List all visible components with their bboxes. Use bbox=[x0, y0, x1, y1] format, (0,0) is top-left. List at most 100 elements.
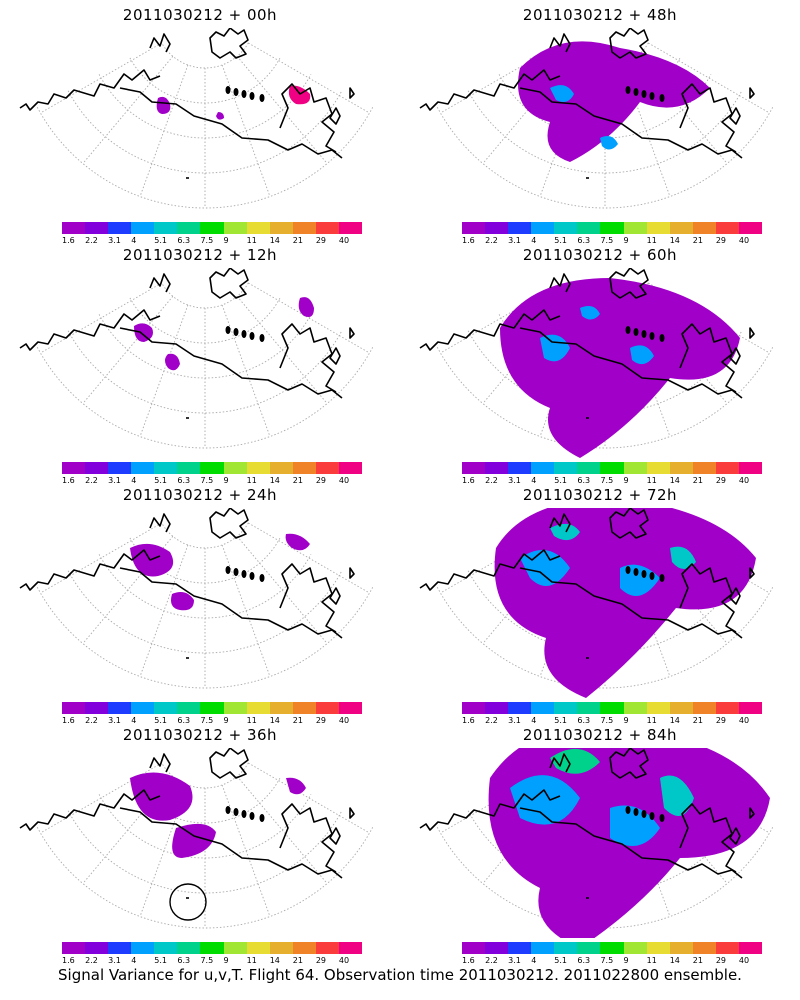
colorbar-swatch bbox=[177, 942, 201, 954]
colorbar-tick-label: 1.6 bbox=[462, 236, 475, 245]
colorbar-swatch bbox=[85, 462, 109, 474]
graticule bbox=[36, 281, 374, 449]
colorbar-tick-label: 40 bbox=[338, 236, 350, 245]
colorbar-swatch bbox=[715, 462, 739, 474]
panel-title: 2011030212 + 36h bbox=[122, 726, 278, 744]
colorbar-swatch bbox=[315, 462, 339, 474]
colorbar-swatch bbox=[669, 222, 693, 234]
colorbar-tick-label: 11 bbox=[246, 236, 257, 245]
colorbar-tick-label: 4 bbox=[531, 716, 537, 725]
coastlines bbox=[419, 28, 755, 179]
colorbar-tick-label: 6.3 bbox=[577, 236, 591, 245]
colorbar-swatch bbox=[154, 942, 178, 954]
colorbar-tick-label: 3.1 bbox=[108, 236, 121, 245]
panel-title: 2011030212 + 72h bbox=[522, 486, 678, 504]
colorbar-tick-label: 14 bbox=[669, 476, 680, 485]
colorbar-tick-label: 9 bbox=[623, 476, 629, 485]
colorbar-swatch bbox=[692, 462, 716, 474]
colorbar-tick-label: 5.1 bbox=[554, 236, 568, 245]
colorbar-swatch bbox=[738, 942, 763, 954]
colorbar-tick-label: 2.2 bbox=[85, 956, 98, 965]
colorbar-swatch bbox=[177, 222, 201, 234]
colorbar-swatch bbox=[200, 702, 224, 714]
colorbar-tick-label: 7.5 bbox=[600, 956, 614, 965]
colorbar-tick-label: 40 bbox=[338, 956, 350, 965]
colorbar-swatch bbox=[85, 702, 109, 714]
colorbar-swatch bbox=[246, 462, 270, 474]
graticule bbox=[36, 521, 374, 689]
colorbar-tick-label: 40 bbox=[738, 236, 750, 245]
colorbar-tick-label: 7.5 bbox=[200, 236, 214, 245]
colorbar-tick-label: 7.5 bbox=[600, 236, 614, 245]
colorbar-tick-label: 29 bbox=[315, 716, 327, 725]
colorbar-tick-label: 40 bbox=[338, 716, 350, 725]
colorbar-tick-label: 3.1 bbox=[508, 716, 521, 725]
colorbar-swatch bbox=[554, 702, 578, 714]
colorbar-swatch bbox=[131, 462, 155, 474]
colorbar-tick-label: 6.3 bbox=[177, 956, 191, 965]
colorbar bbox=[462, 222, 763, 234]
colorbar-swatch bbox=[154, 462, 178, 474]
signal-variance-contours bbox=[130, 772, 306, 858]
colorbar-tick-label: 29 bbox=[715, 956, 727, 965]
map-panel: 2011030212 + 24h 1.6 2.2 3.1 4 5.1 6.3 7.5 9 11 14… bbox=[0, 480, 400, 730]
colorbar-swatch bbox=[62, 462, 86, 474]
colorbar-tick-label: 9 bbox=[223, 956, 229, 965]
colorbar-swatch bbox=[692, 702, 716, 714]
colorbar-tick-label: 7.5 bbox=[200, 956, 214, 965]
colorbar-tick-label: 40 bbox=[738, 956, 750, 965]
colorbar-tick-label: 4 bbox=[531, 236, 537, 245]
colorbar-labels: 1.6 2.2 3.1 4 5.1 6.3 7.5 9 11 14 21 29 40 bbox=[462, 476, 762, 486]
colorbar-swatch bbox=[108, 942, 132, 954]
map-panel: 2011030212 + 84h 1.6 2.2 3.1 4 5.1 6.3 7.5 9 11 14… bbox=[400, 720, 800, 970]
colorbar-swatch bbox=[738, 462, 763, 474]
colorbar-swatch bbox=[108, 462, 132, 474]
colorbar-tick-label: 11 bbox=[246, 956, 257, 965]
colorbar-tick-label: 29 bbox=[315, 476, 327, 485]
signal-variance-contours bbox=[518, 41, 710, 163]
colorbar-tick-label: 6.3 bbox=[577, 476, 591, 485]
colorbar-tick-label: 21 bbox=[292, 716, 303, 725]
colorbar-swatch bbox=[200, 222, 224, 234]
signal-variance-contours bbox=[488, 748, 770, 938]
colorbar-tick-label: 3.1 bbox=[108, 716, 121, 725]
colorbar-swatch bbox=[508, 702, 532, 714]
colorbar-tick-label: 4 bbox=[531, 956, 537, 965]
graticule bbox=[36, 41, 374, 209]
colorbar-tick-label: 3.1 bbox=[108, 476, 121, 485]
colorbar-tick-label: 1.6 bbox=[462, 476, 475, 485]
colorbar-tick-label: 29 bbox=[715, 716, 727, 725]
polar-map bbox=[19, 268, 374, 449]
panel-title: 2011030212 + 24h bbox=[122, 486, 278, 504]
colorbar-tick-label: 2.2 bbox=[85, 476, 98, 485]
colorbar-tick-label: 1.6 bbox=[62, 236, 75, 245]
colorbar-swatch bbox=[669, 702, 693, 714]
colorbar-tick-label: 14 bbox=[269, 716, 280, 725]
colorbar-swatch bbox=[223, 222, 247, 234]
colorbar-labels: 1.6 2.2 3.1 4 5.1 6.3 7.5 9 11 14 21 29 40 bbox=[62, 476, 362, 486]
colorbar-swatch bbox=[669, 462, 693, 474]
map-panel: 2011030212 + 60h 1.6 2.2 3.1 4 5.1 6.3 7.5 9 11 14… bbox=[400, 240, 800, 490]
colorbar-swatch bbox=[531, 462, 555, 474]
colorbar-swatch bbox=[154, 222, 178, 234]
colorbar-swatch bbox=[531, 222, 555, 234]
colorbar-tick-label: 11 bbox=[646, 956, 657, 965]
colorbar-swatch bbox=[269, 222, 293, 234]
coastlines bbox=[419, 508, 755, 659]
colorbar-tick-label: 2.2 bbox=[85, 236, 98, 245]
colorbar-tick-label: 6.3 bbox=[177, 236, 191, 245]
colorbar-tick-label: 5.1 bbox=[154, 236, 168, 245]
colorbar-tick-label: 21 bbox=[692, 476, 703, 485]
colorbar-swatch bbox=[200, 942, 224, 954]
colorbar-tick-label: 3.1 bbox=[108, 956, 121, 965]
polar-map bbox=[19, 28, 374, 209]
colorbar-tick-label: 9 bbox=[223, 236, 229, 245]
polar-map bbox=[419, 508, 774, 698]
colorbar-swatch bbox=[292, 702, 316, 714]
colorbar-tick-label: 29 bbox=[315, 956, 327, 965]
polar-map bbox=[419, 748, 774, 938]
colorbar-tick-label: 2.2 bbox=[85, 716, 98, 725]
colorbar-tick-label: 5.1 bbox=[154, 956, 168, 965]
colorbar-swatch bbox=[485, 942, 509, 954]
colorbar-swatch bbox=[738, 222, 763, 234]
